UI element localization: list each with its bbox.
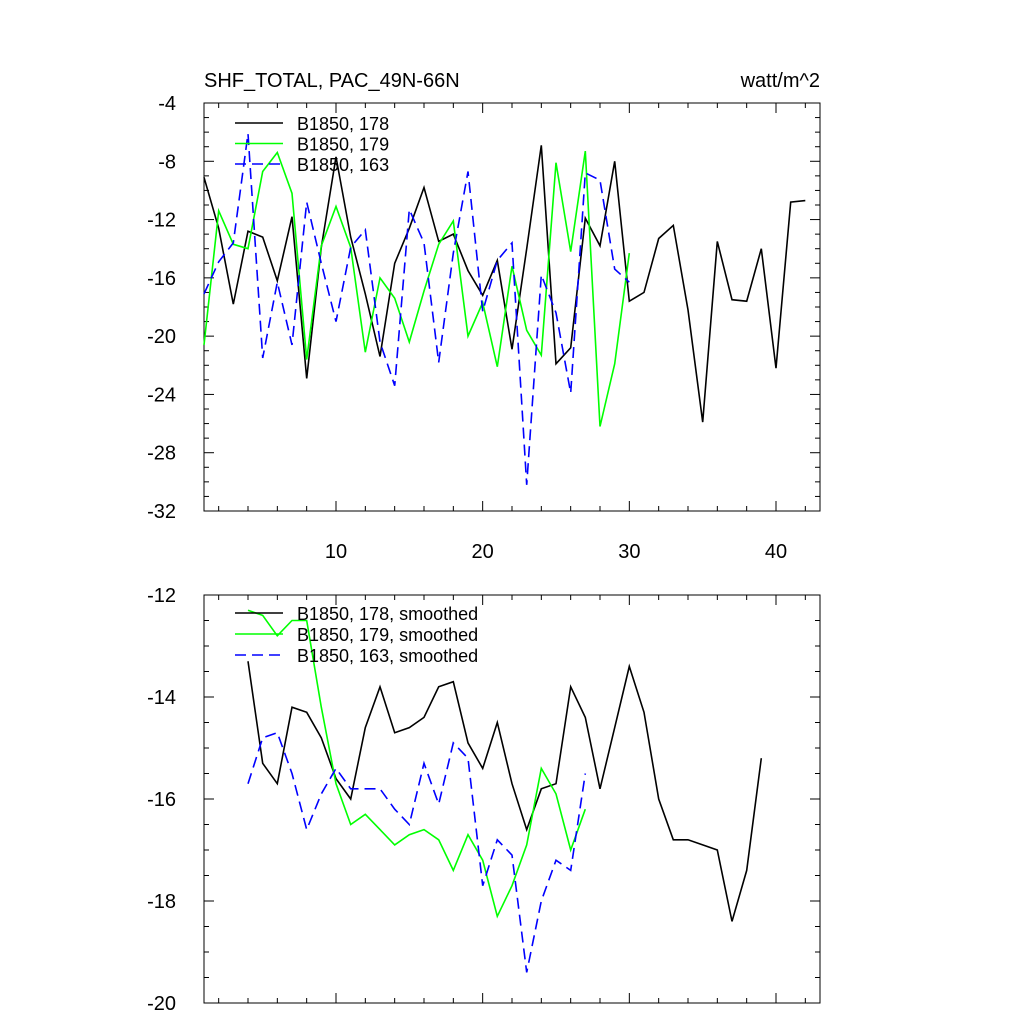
panel-1: 10 20 30 40 -4 -8 -12 -16 -20 -24 -28 -32 B1850, 178… xyxy=(147,93,821,563)
legend-label: B1850, 178, smoothed xyxy=(297,604,478,624)
series-line-1 xyxy=(203,145,806,423)
x-tick-label: 10 xyxy=(325,541,347,563)
y-tick-label: -16 xyxy=(147,268,176,290)
y-tick-label: -12 xyxy=(147,210,176,232)
legend-label: B1850, 179, smoothed xyxy=(297,625,478,645)
y-tick-label: -8 xyxy=(158,151,176,173)
legend-label: B1850, 178 xyxy=(297,114,389,134)
y-tick-label: -24 xyxy=(147,384,176,406)
x-tick-label: 30 xyxy=(618,541,640,563)
chart-title: SHF_TOTAL, PAC_49N-66N xyxy=(204,70,460,92)
y-tick-label: -18 xyxy=(147,891,176,913)
series-line-3 xyxy=(247,731,587,973)
y-tick-label: -14 xyxy=(147,687,176,709)
y-tick-label: -20 xyxy=(147,993,176,1015)
y-tick-label: -12 xyxy=(147,585,176,607)
y-tick-label: -4 xyxy=(158,93,176,115)
legend-label: B1850, 163 xyxy=(297,155,389,175)
series-line-3 xyxy=(203,133,630,485)
y-tick-label: -20 xyxy=(147,326,176,348)
chart-units: watt/m^2 xyxy=(740,70,820,92)
y-tick-label: -16 xyxy=(147,789,176,811)
series-line-2 xyxy=(203,150,631,427)
y-tick-label: -32 xyxy=(147,501,176,523)
series-line-1 xyxy=(247,661,763,922)
x-tick-label: 20 xyxy=(472,541,494,563)
y-tick-label: -28 xyxy=(147,443,176,465)
x-tick-label: 40 xyxy=(765,541,787,563)
series-line-2 xyxy=(247,609,587,919)
legend-label: B1850, 179 xyxy=(297,135,389,155)
legend-label: B1850, 163, smoothed xyxy=(297,646,478,666)
